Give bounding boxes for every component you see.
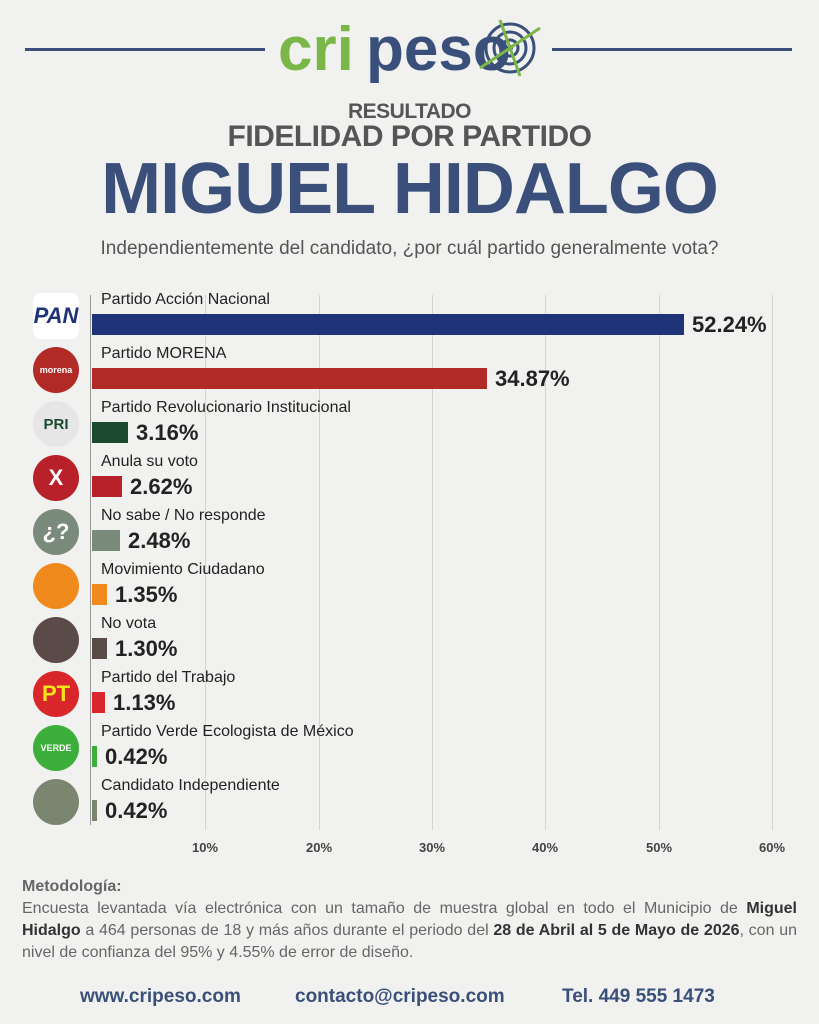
- footer-email[interactable]: contacto@cripeso.com: [295, 986, 505, 1007]
- x-cross-icon: X: [33, 455, 79, 501]
- bar: [92, 584, 107, 605]
- x-tick-label: 60%: [758, 840, 786, 855]
- header-line-right: [552, 48, 792, 51]
- value-label: 1.13%: [113, 690, 176, 715]
- ballot-box-icon: [33, 617, 79, 663]
- grid-line: [432, 295, 433, 830]
- cripeso-logo: cri peso: [268, 10, 558, 90]
- chart-row: X Anula su voto 2.62%: [0, 451, 819, 505]
- category-label: Partido Acción Nacional: [101, 291, 270, 308]
- chart-row: morena Partido MORENA 34.87%: [0, 343, 819, 397]
- category-label: No sabe / No responde: [101, 507, 266, 524]
- value-label: 0.42%: [105, 798, 168, 823]
- bar: [92, 746, 97, 767]
- bar: [92, 530, 120, 551]
- pri-logo-icon: PRI: [33, 401, 79, 447]
- target-icon: [479, 19, 541, 77]
- footer-phone[interactable]: Tel. 449 555 1473: [562, 986, 715, 1007]
- bar: [92, 314, 684, 335]
- x-tick-label: 50%: [645, 840, 673, 855]
- chart-row: PRI Partido Revolucionario Institucional 3…: [0, 397, 819, 451]
- footer-website[interactable]: www.cripeso.com: [80, 986, 241, 1007]
- person-icon: [33, 779, 79, 825]
- category-label: No vota: [101, 615, 157, 632]
- title-resultado: RESULTADO: [347, 100, 472, 123]
- movimiento-ciudadano-logo-icon: [33, 563, 79, 609]
- category-label: Partido del Trabajo: [101, 669, 236, 686]
- logo-text-blue: peso: [366, 15, 511, 84]
- value-label: 2.48%: [128, 528, 191, 553]
- header-line-left: [25, 48, 265, 51]
- bar: [92, 476, 122, 497]
- chart-row: No vota 1.30%: [0, 613, 819, 667]
- chart-row: PT Partido del Trabajo 1.13%: [0, 667, 819, 721]
- title-fidelidad: FIDELIDAD POR PARTIDO: [227, 120, 592, 153]
- x-tick-label: 40%: [531, 840, 559, 855]
- grid-line: [205, 295, 206, 830]
- verde-logo-icon: VERDE: [33, 725, 79, 771]
- bar: [92, 800, 97, 821]
- x-tick-label: 30%: [418, 840, 446, 855]
- chart-row: Movimiento Ciudadano 1.35%: [0, 559, 819, 613]
- x-tick-label: 10%: [191, 840, 219, 855]
- bar: [92, 422, 128, 443]
- category-label: Partido MORENA: [101, 345, 227, 362]
- question-icon: ¿?: [33, 509, 79, 555]
- chart-row: PAN Partido Acción Nacional 52.24%: [0, 289, 819, 343]
- methodology-dates: 28 de Abril al 5 de Mayo de 2026: [493, 922, 740, 939]
- category-label: Partido Verde Ecologista de México: [101, 723, 354, 740]
- pan-logo-icon: PAN: [33, 293, 79, 339]
- pt-logo-icon: PT: [33, 671, 79, 717]
- title-municipio: MIGUEL HIDALGO: [101, 149, 719, 229]
- y-axis-line: [90, 295, 91, 825]
- bar: [92, 692, 105, 713]
- grid-line: [772, 295, 773, 830]
- morena-logo-icon: morena: [33, 347, 79, 393]
- value-label: 0.42%: [105, 744, 168, 769]
- value-label: 1.35%: [115, 582, 178, 607]
- category-label: Partido Revolucionario Institucional: [101, 399, 351, 416]
- methodology-text: Encuesta levantada vía electrónica con u…: [22, 900, 797, 961]
- value-label: 1.30%: [115, 636, 178, 661]
- value-label: 52.24%: [692, 312, 767, 337]
- bar: [92, 368, 487, 389]
- value-label: 34.87%: [495, 366, 570, 391]
- chart-row: Candidato Independiente 0.42%: [0, 775, 819, 829]
- chart-row: VERDE Partido Verde Ecologista de México 0…: [0, 721, 819, 775]
- logo-text-green: cri: [278, 15, 354, 84]
- chart-row: ¿? No sabe / No responde 2.48%: [0, 505, 819, 559]
- category-label: Anula su voto: [101, 453, 198, 470]
- grid-line: [659, 295, 660, 830]
- bar: [92, 638, 107, 659]
- x-tick-label: 20%: [305, 840, 333, 855]
- value-label: 2.62%: [130, 474, 193, 499]
- methodology-place: Miguel Hidalgo: [22, 900, 797, 939]
- methodology-title: Metodología:: [22, 878, 122, 895]
- category-label: Movimiento Ciudadano: [101, 561, 265, 578]
- grid-line: [545, 295, 546, 830]
- grid-line: [319, 295, 320, 830]
- value-label: 3.16%: [136, 420, 199, 445]
- survey-question: Independientemente del candidato, ¿por c…: [100, 238, 719, 259]
- category-label: Candidato Independiente: [101, 777, 280, 794]
